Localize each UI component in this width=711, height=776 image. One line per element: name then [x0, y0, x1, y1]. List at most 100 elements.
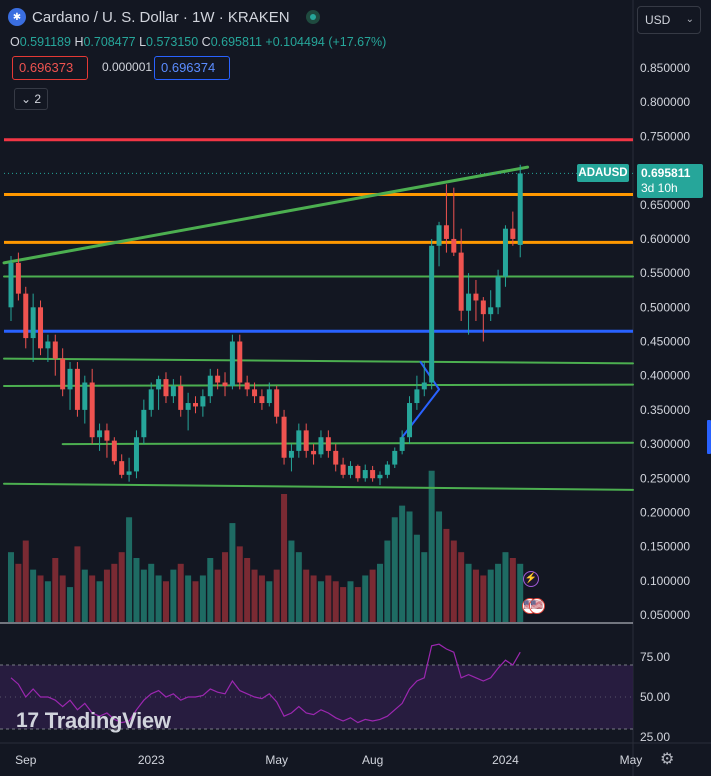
volume-bar: [495, 563, 502, 622]
volume-bar: [103, 569, 110, 622]
tradingview-logo-icon: 17: [16, 709, 39, 732]
candle-body: [303, 430, 309, 451]
candle-body: [15, 262, 21, 294]
y-tick-label: 0.400000: [640, 369, 690, 383]
rsi-tick-label: 75.00: [640, 650, 670, 664]
y-tick-label: 0.850000: [640, 61, 690, 75]
volume-bar: [207, 558, 214, 622]
candle-body: [133, 437, 139, 472]
candle-body: [200, 396, 206, 407]
volume-bar: [391, 517, 398, 622]
candle-body: [377, 474, 383, 479]
volume-bar: [509, 558, 516, 622]
x-tick-label: 2024: [492, 753, 519, 767]
volume-bar: [384, 540, 391, 622]
ohlc-close-key: C: [201, 35, 211, 49]
volume-bar: [111, 563, 118, 622]
market-open-indicator-icon: [305, 10, 320, 24]
volume-bar: [310, 575, 317, 622]
volume-bar: [96, 581, 103, 622]
volume-bar: [413, 534, 420, 622]
volume-bar: [89, 575, 96, 622]
y-tick-label: 0.450000: [640, 335, 690, 349]
volume-bar: [81, 569, 88, 622]
trendline: [2, 165, 530, 265]
volume-bar: [406, 511, 413, 622]
y-tick-label: 0.250000: [640, 471, 690, 485]
indicators-toggle-button[interactable]: ⌄ 2: [14, 88, 48, 110]
volume-bar: [214, 569, 221, 622]
candle-body: [466, 293, 472, 311]
candle-body: [488, 307, 494, 315]
volume-bar: [59, 575, 66, 622]
volume-bar: [15, 563, 22, 622]
candle-body: [407, 403, 413, 438]
candle-body: [510, 228, 516, 239]
volume-bar: [325, 575, 332, 622]
candle-body: [229, 341, 235, 386]
candle-body: [156, 379, 162, 390]
volume-bar: [133, 558, 140, 622]
us-flag-event-icon[interactable]: 🇺🇸: [529, 598, 545, 614]
y-tick-label: 0.100000: [640, 574, 690, 588]
x-tick-label: Aug: [362, 753, 383, 767]
candle-body: [193, 403, 198, 407]
buy-price-button[interactable]: 0.696374: [154, 56, 230, 80]
ohlc-close-value: 0.695811: [210, 35, 262, 49]
volume-bar: [472, 569, 479, 622]
spread-value: 0.000001: [102, 60, 153, 74]
symbol-title[interactable]: Cardano / U. S. Dollar · 1W · KRAKEN: [32, 8, 290, 26]
candle-body: [429, 245, 435, 383]
sell-price-button[interactable]: 0.696373: [12, 56, 88, 80]
currency-select[interactable]: USD ⌄: [637, 6, 701, 34]
chevron-down-icon: ⌄: [685, 14, 694, 25]
y-tick-label: 0.550000: [640, 266, 690, 280]
trendline: [3, 482, 634, 491]
volume-bar: [229, 523, 236, 622]
volume-bar: [222, 552, 229, 622]
volume-bar: [377, 563, 383, 622]
volume-bar: [502, 552, 509, 622]
candle-body: [30, 307, 36, 339]
candle-body: [207, 375, 213, 397]
candle-body: [458, 252, 464, 311]
volume-bar: [281, 494, 288, 622]
bar-countdown: 3d 10h: [641, 181, 678, 195]
ohlc-low-value: 0.573150: [146, 35, 199, 49]
volume-bar: [162, 581, 169, 622]
candle-body: [215, 375, 221, 383]
candle-body: [111, 440, 117, 462]
volume-bar: [480, 575, 487, 622]
candle-body: [252, 389, 258, 397]
candle-body: [8, 262, 14, 308]
volume-bar: [354, 587, 361, 622]
volume-bar: [266, 581, 273, 622]
volume-bar: [458, 552, 465, 622]
candle-body: [392, 450, 398, 465]
volume-bar: [199, 575, 206, 622]
candle-body: [451, 238, 457, 253]
volume-bar: [517, 563, 524, 622]
candle-body: [266, 389, 272, 404]
volume-bar: [37, 575, 44, 622]
volume-bar: [244, 558, 251, 622]
volume-bar: [22, 540, 29, 622]
y-tick-label: 0.750000: [640, 129, 690, 143]
lightning-event-icon[interactable]: ⚡: [523, 571, 539, 587]
x-tick-label: Sep: [15, 753, 37, 767]
candle-body: [74, 368, 80, 410]
volume-bar: [251, 569, 258, 622]
cardano-logo-icon: ✱: [8, 8, 26, 26]
last-price-value: 0.695811: [641, 166, 691, 180]
candle-body: [237, 341, 243, 383]
candle-body: [517, 173, 523, 245]
trendline: [3, 383, 634, 387]
candle-body: [23, 293, 29, 339]
tradingview-logo[interactable]: 17 TradingView: [16, 708, 171, 734]
gear-icon[interactable]: ⚙: [660, 751, 675, 768]
candle-body: [443, 225, 449, 239]
x-tick-label: May: [265, 753, 288, 767]
y-tick-label: 0.300000: [640, 437, 690, 451]
ohlc-high-value: 0.708477: [83, 35, 136, 49]
